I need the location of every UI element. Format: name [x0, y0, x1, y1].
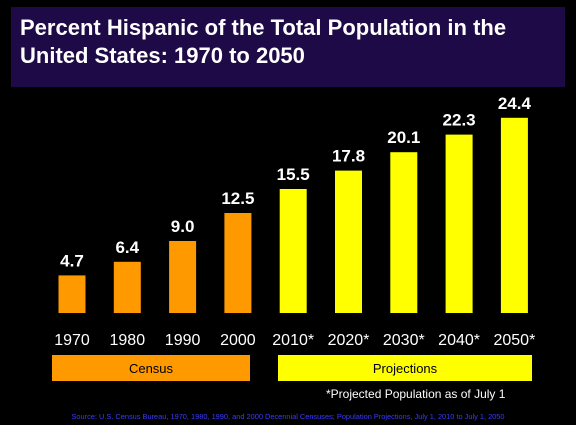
value-label: 22.3 [443, 111, 476, 130]
value-label: 9.0 [171, 217, 195, 236]
value-label: 6.4 [115, 238, 139, 257]
x-tick-label: 1990 [165, 332, 201, 349]
x-tick-label: 2000 [220, 332, 256, 349]
bar-2040 [445, 134, 473, 313]
x-tick-label: 2040* [438, 332, 480, 349]
chart-title: Percent Hispanic of the Total Population… [20, 15, 507, 68]
bar-1970 [58, 275, 86, 313]
title-box [11, 7, 565, 87]
census-group-label: Census [52, 355, 250, 381]
bar-1990 [169, 241, 197, 313]
bar-2030 [390, 152, 418, 313]
value-label: 4.7 [60, 251, 84, 270]
bar-2050 [500, 117, 528, 313]
value-label: 15.5 [277, 165, 310, 184]
bar-1980 [113, 261, 141, 313]
projections-group-label: Projections [278, 355, 532, 381]
value-label: 20.1 [387, 128, 420, 147]
footnote: *Projected Population as of July 1 [326, 387, 506, 401]
x-tick-label: 2030* [383, 332, 425, 349]
x-tick-label: 2010* [272, 332, 314, 349]
bar-2010 [279, 189, 307, 313]
bar-2020 [335, 170, 362, 313]
value-label: 17.8 [332, 147, 365, 166]
value-label: 24.4 [498, 94, 532, 113]
x-tick-label: 1970 [54, 332, 90, 349]
source-note: Source: U.S. Census Bureau, 1970, 1980, … [71, 412, 505, 421]
bar-2000 [224, 213, 252, 313]
x-tick-label: 2020* [328, 332, 370, 349]
value-label: 12.5 [221, 189, 254, 208]
x-tick-label: 1980 [110, 332, 146, 349]
x-tick-label: 2050* [493, 332, 535, 349]
